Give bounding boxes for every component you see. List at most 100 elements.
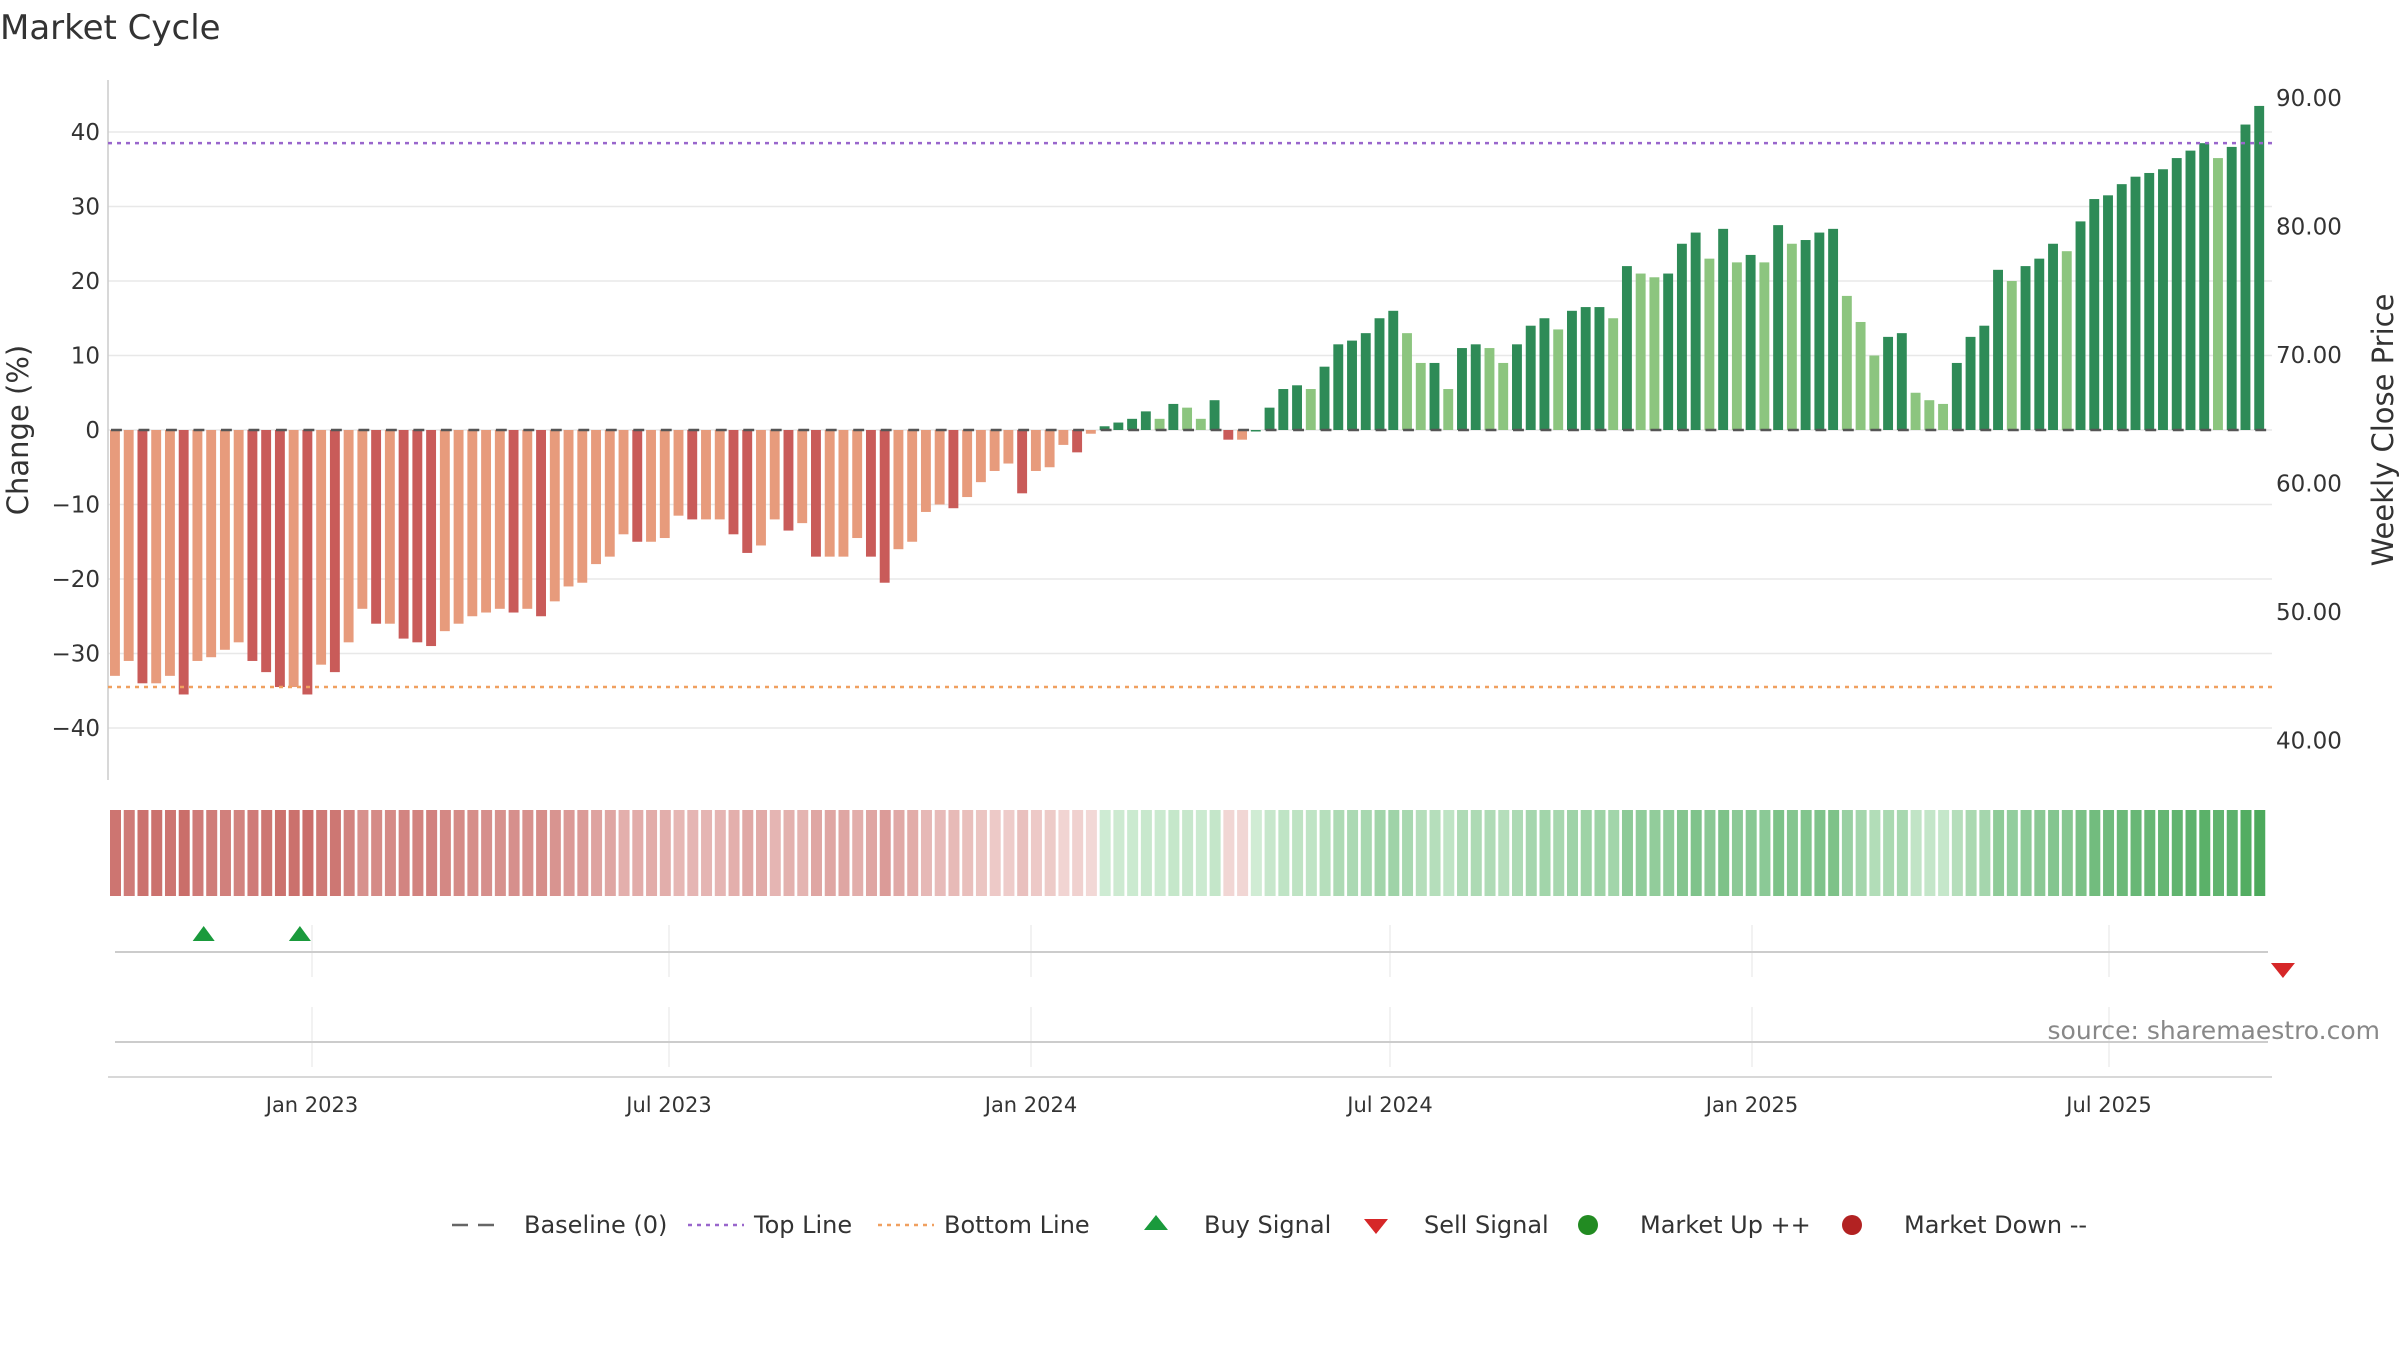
change-bar [1910,392,1921,430]
heat-cell [1182,810,1194,896]
change-bar [1333,344,1344,430]
left-tick-label: 0 [85,418,100,444]
change-bar [1635,273,1646,430]
change-bar [2089,199,2100,430]
heat-cell [1470,810,1482,896]
change-bar [563,430,574,587]
change-bar [316,430,327,665]
heat-cell [536,810,548,896]
heat-cell [907,810,919,896]
change-bar [1621,266,1632,430]
right-tick-label: 90.00 [2276,86,2342,112]
change-bar [1718,228,1729,430]
change-bar [1759,262,1770,430]
change-bar [1869,355,1880,430]
change-bar [687,430,698,520]
change-bar [879,430,890,583]
change-bar [1498,362,1509,430]
heat-cell [1800,810,1812,896]
heat-cell [934,810,946,896]
heat-cell [2213,810,2225,896]
heat-cell [989,810,1001,896]
change-bar [1965,336,1976,430]
right-tick-label: 40.00 [2276,729,2342,755]
signal-panel-gridlines [311,925,2110,1067]
change-bar [1594,307,1605,430]
heat-cell [1319,810,1331,896]
change-bar [123,430,134,661]
legend-label: Market Up ++ [1640,1211,1811,1239]
heat-cell [1429,810,1441,896]
change-bar [2158,169,2168,430]
change-bar [371,430,382,624]
heat-cell [453,810,465,896]
change-bar [1017,430,1028,494]
heat-cell [2006,810,2018,896]
change-bar [673,430,684,516]
change-bar [1773,225,1784,430]
change-bar [769,430,780,520]
heat-cell [1938,810,1950,896]
change-bar [893,430,904,550]
change-bar [701,430,711,520]
change-bar [467,430,478,617]
signal-markers [192,926,2295,978]
legend-item: Buy Signal [1144,1211,1331,1239]
heat-cell [398,810,410,896]
change-bar [714,430,725,520]
change-bar [1278,389,1289,430]
heat-cell [1209,810,1221,896]
change-bar [1154,418,1165,430]
change-bar [2185,150,2196,430]
change-bar [797,430,808,524]
left-tick-label: 20 [71,269,100,295]
heat-cell [316,810,328,896]
change-bar [508,430,519,613]
change-bar [1305,389,1316,430]
change-bar [1072,430,1083,453]
heat-cell [1058,810,1070,896]
change-bar [536,430,546,617]
right-tick-label: 80.00 [2276,215,2342,241]
heat-cell [1663,810,1675,896]
right-axis-ticks: 90.00 80.00 70.00 60.00 50.00 40.00 [2276,86,2342,755]
change-bar [1058,430,1069,445]
change-bar [1457,348,1467,430]
heat-cell [1457,810,1469,896]
change-bar [2254,105,2265,431]
heat-cell [1347,810,1359,896]
heat-cell [2103,810,2115,896]
heat-cell [178,810,190,896]
change-bar [2240,124,2251,431]
x-tick-label: Jan 2024 [983,1093,1078,1117]
change-bar [1044,430,1055,468]
heat-cell [577,810,589,896]
change-bar [2020,266,2031,430]
right-tick-label: 70.00 [2276,343,2342,369]
heat-cell [1003,810,1015,896]
heat-cell [1828,810,1840,896]
heat-cell [123,810,135,896]
heat-cell [632,810,644,896]
heat-cell [879,810,891,896]
change-bar [1085,430,1096,434]
heat-cell [1814,810,1826,896]
change-bar [2116,184,2127,430]
change-bar [1608,318,1619,430]
heat-cell [384,810,396,896]
change-bar [646,430,656,542]
buy-signal-marker [288,926,311,941]
change-bar [1883,336,1894,430]
heat-cell [1676,810,1688,896]
change-bar [1704,258,1715,430]
heat-cell [1649,810,1661,896]
change-bar [2130,176,2141,430]
heat-cell [2020,810,2032,896]
change-bar [824,430,835,557]
change-bar [591,430,601,565]
change-bar [1896,333,1907,430]
change-bar [329,430,340,673]
change-bar [1209,400,1220,430]
change-bar [1951,362,1962,430]
heat-cell [852,810,864,896]
